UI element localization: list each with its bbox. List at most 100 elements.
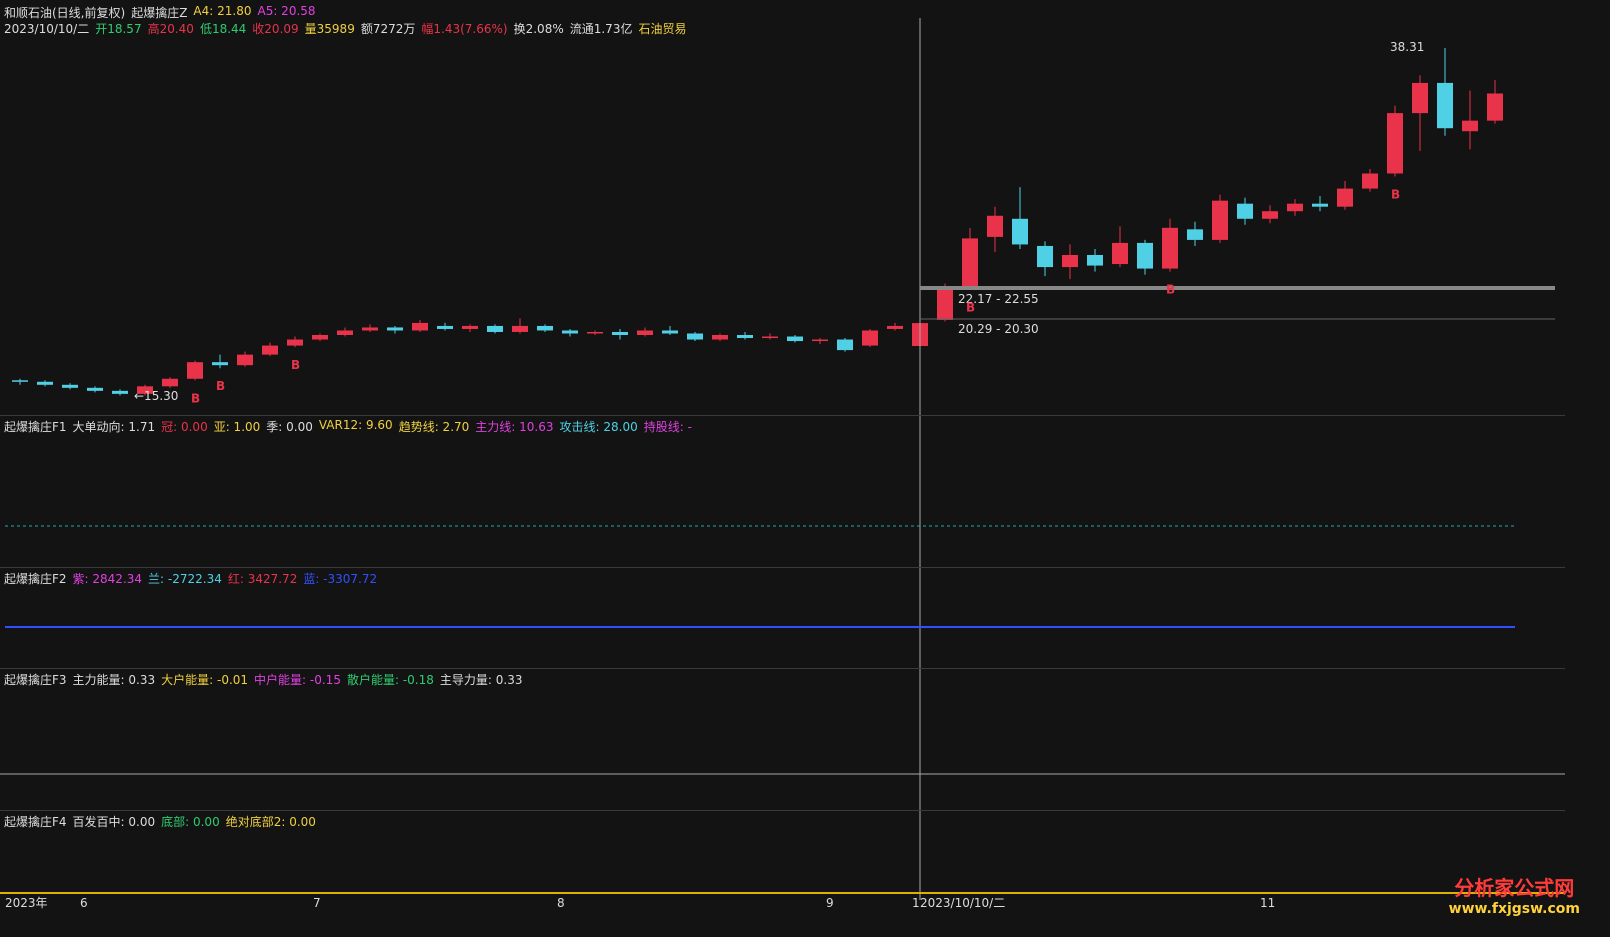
a4: A4: 21.80 [193,4,252,18]
x-tick-label: 9 [826,896,834,910]
candle-body [412,322,428,331]
panel-header: 起爆擒庄F3 主力能量: 0.33 大户能量: -0.01 中户能量: -0.15 散户… [4,671,522,688]
candle-body [1112,242,1128,265]
x-tick-label: 7 [313,896,321,910]
candle-body [362,327,378,331]
candle-body [1387,113,1403,174]
candle-body [1337,188,1353,207]
candle-body [562,330,578,334]
candle-body [212,362,228,366]
indicator-name[interactable]: 起爆擒庄Z [131,6,188,20]
panel-item: 冠: 0.00 [161,420,208,434]
candle-body [287,339,303,346]
candle-body [812,339,828,342]
candle-body [162,378,178,387]
panel-item: 兰: -2722.34 [148,572,222,586]
info-item: 额7272万 [360,22,416,36]
info-item: 石油贸易 [638,22,687,36]
panel-name: 起爆擒庄F2 [4,572,67,586]
panel-name: 起爆擒庄F4 [4,815,67,829]
info-item: 量35989 [304,22,355,36]
candle-body [987,215,1003,237]
stock-title: 和顺石油(日线,前复权) [4,6,126,20]
title-row: 和顺石油(日线,前复权) 起爆擒庄Z A4: 21.80 A5: 20.58 [4,4,316,21]
candle-body [937,286,953,320]
candle-body [1412,82,1428,114]
panel-item: 大户能量: -0.01 [161,673,249,687]
buy-mark: B [191,391,200,405]
panel-item: 攻击线: 28.00 [559,420,638,434]
x-tick-label: 11 [1260,896,1275,910]
panel-name: 起爆擒庄F3 [4,673,67,687]
candle-body [1312,203,1328,207]
x-tick-label: 1 [912,896,920,910]
candle-body [462,325,478,329]
info-item: 换2.08% [513,22,564,36]
candle-body [1487,93,1503,121]
candle-body [712,335,728,340]
panel-item: 中户能量: -0.15 [254,673,341,687]
panel-item: 大单动向: 1.71 [72,420,156,434]
info-item: 收20.09 [252,22,299,36]
candle-body [962,238,978,287]
panel-item: 持股线: - [643,420,692,434]
separator [0,567,1565,568]
candle-body [387,327,403,331]
candle-body [337,330,353,335]
range-label: 22.17 - 22.55 [958,292,1039,306]
separator [0,810,1565,811]
panel-item: 蓝: -3307.72 [303,572,378,586]
candle-body [262,345,278,355]
separator [0,415,1565,416]
buy-mark: B [966,301,975,315]
candle-body [87,387,103,391]
candle-body [37,381,53,385]
panel-header: 起爆擒庄F4 百发百中: 0.00 底部: 0.00 绝对底部2: 0.00 [4,813,316,830]
a5: A5: 20.58 [257,4,316,18]
panel-item: 散户能量: -0.18 [346,673,434,687]
candle-body [437,325,453,329]
candle-body [1262,211,1278,219]
watermark-url: www.fxjgsw.com [1448,901,1580,917]
candle-body [587,331,603,334]
high-label: 38.31 [1390,40,1424,54]
candle-body [487,325,503,332]
candle-body [837,339,853,351]
candle-body [687,333,703,340]
candle-body [62,384,78,388]
candle-body [187,362,203,379]
candle-body [612,331,628,335]
candle-body [137,386,153,394]
candle-body [1237,203,1253,219]
panel-header: 起爆擒庄F2 紫: 2842.34 兰: -2722.34 红: 3427.72 蓝: … [4,570,377,587]
candle-body [1437,82,1453,129]
candle-body [1087,255,1103,266]
info-item: 开18.57 [95,22,142,36]
panel-item: 百发百中: 0.00 [72,815,156,829]
info-item: 高20.40 [147,22,194,36]
x-tick-label: 8 [557,896,565,910]
candle-body [637,330,653,335]
info-row: 2023/10/10/二 开18.57 高20.40 低18.44 收20.09 量359… [4,20,686,37]
candle-body [887,325,903,329]
buy-mark: B [291,358,300,372]
candle-body [737,335,753,339]
buy-mark: B [1391,188,1400,202]
x-tick-label: 2023年 [5,896,48,910]
watermark: 分析家公式网 www.fxjgsw.com [1449,872,1580,917]
candle-body [1137,242,1153,269]
candle-body [312,335,328,340]
panel-item: 主导力量: 0.33 [439,673,523,687]
buy-mark: B [216,379,225,393]
candle-body [512,325,528,332]
candle-body [1012,218,1028,245]
panel-item: 红: 3427.72 [227,572,298,586]
panel-item: 绝对底部2: 0.00 [225,815,316,829]
range-label: 20.29 - 20.30 [958,322,1039,336]
panel-item: 亚: 1.00 [213,420,261,434]
panel-item: 趋势线: 2.70 [398,420,470,434]
candle-body [662,330,678,334]
x-tick-label: 6 [80,896,88,910]
candle-body [762,336,778,339]
candle-body [1212,200,1228,240]
